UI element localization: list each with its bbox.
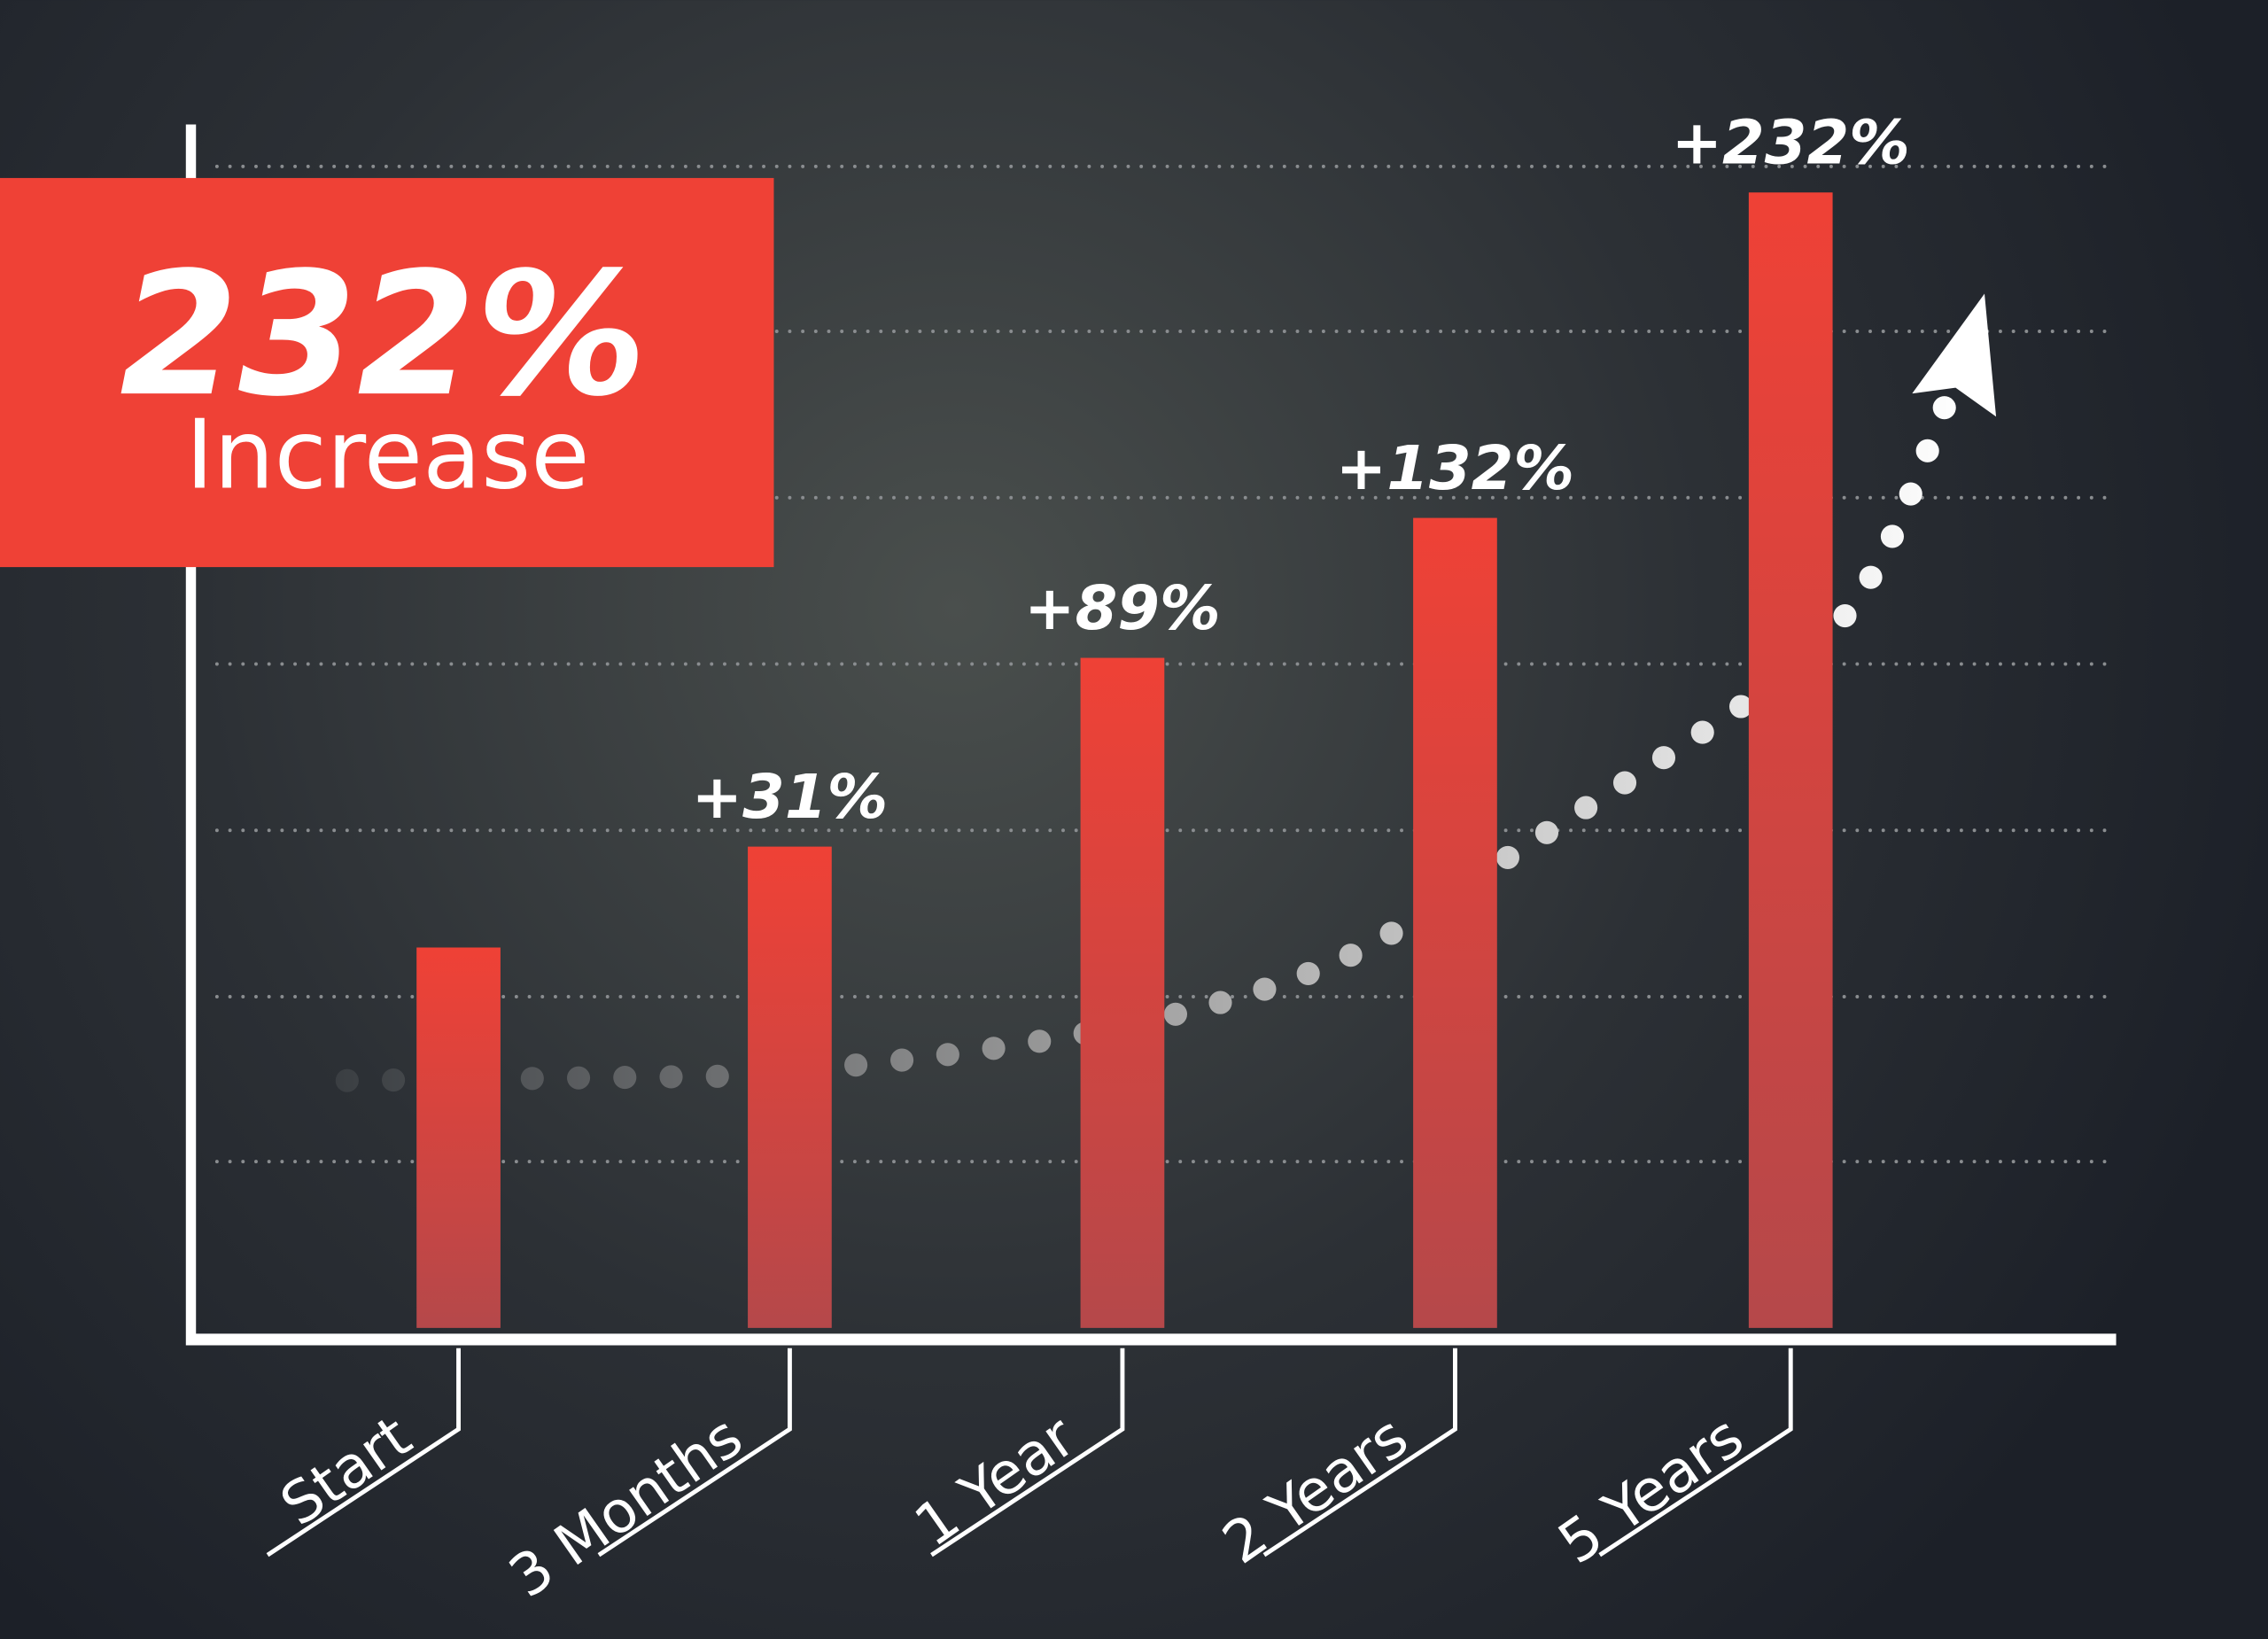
value-label: +31% [692, 762, 889, 833]
headline-value: 232% [120, 236, 647, 434]
category-bracket [1598, 1348, 1793, 1557]
trend-dots [335, 393, 1957, 1092]
trend-arrow [1912, 293, 1997, 417]
bar [1080, 657, 1165, 1328]
category-bracket [266, 1348, 461, 1557]
value-label: +132% [1336, 433, 1574, 504]
category-bracket [597, 1348, 792, 1557]
value-label: +232% [1672, 108, 1910, 179]
category-bracket [930, 1348, 1125, 1557]
bar [1413, 517, 1497, 1328]
headline-box [0, 177, 774, 568]
bar [1748, 192, 1833, 1328]
bar [416, 947, 501, 1328]
value-label: +89% [1024, 573, 1221, 644]
category-bracket [1262, 1348, 1457, 1557]
headline-label: Increase [186, 400, 590, 510]
bar [748, 846, 832, 1328]
